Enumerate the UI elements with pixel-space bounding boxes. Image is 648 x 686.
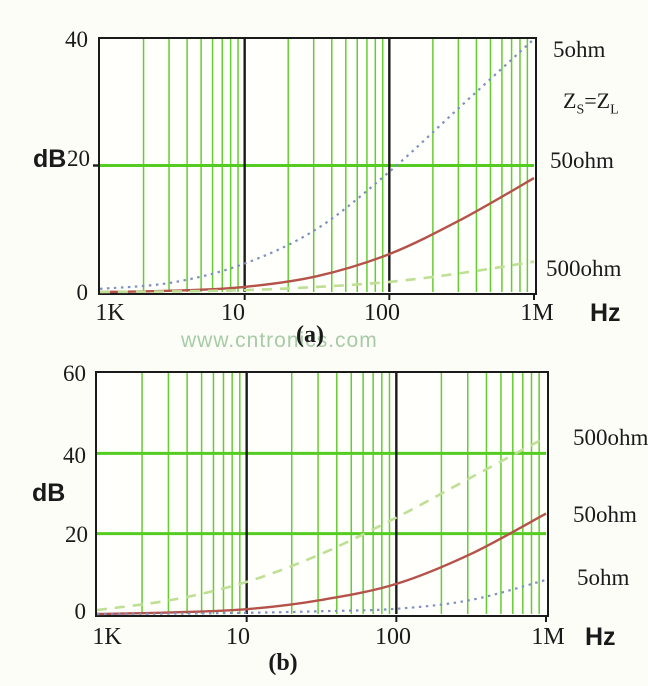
chart-a-ytick-40: 40 — [65, 27, 88, 52]
chart-a-condition-zs-zl: ZS=ZL — [563, 88, 619, 118]
watermark-text: www.cntronics.com — [181, 329, 378, 352]
chart-a-xtick-1m: 1M — [520, 300, 554, 326]
chart-b-ytick-0: 0 — [74, 599, 87, 624]
chart-a-xunit-hz: Hz — [590, 299, 621, 327]
cond-lhs-sub: S — [576, 102, 585, 118]
cond-rhs: Z — [596, 88, 611, 113]
chart-a-caption: (a) — [296, 322, 324, 348]
chart-b-canvas — [96, 373, 547, 622]
cond-op: = — [584, 88, 597, 113]
chart-b-plot-area — [95, 371, 549, 622]
chart-b-ytick-60: 60 — [63, 361, 86, 386]
curve-5ohm — [99, 38, 535, 290]
chart-b-label-50ohm: 50ohm — [573, 502, 637, 527]
chart-b-label-500ohm: 500ohm — [573, 425, 648, 450]
curve-500ohm — [99, 260, 535, 294]
chart-b-xtick-10: 10 — [226, 624, 250, 650]
curve-500ohm — [96, 436, 547, 612]
chart-b-ytick-40: 40 — [63, 443, 86, 468]
curve-50ohm — [99, 177, 535, 294]
chart-a-xtick-100: 100 — [364, 300, 400, 326]
curve-50ohm — [96, 512, 547, 616]
chart-b-xtick-1m: 1M — [531, 624, 565, 650]
chart-b-label-5ohm: 5ohm — [577, 565, 630, 590]
chart-a-label-500ohm: 500ohm — [546, 256, 622, 281]
chart-a-plot-area — [93, 37, 537, 300]
chart-a-label-50ohm: 50ohm — [550, 148, 614, 173]
chart-b-xtick-100: 100 — [375, 624, 411, 650]
chart-b-caption: (b) — [268, 650, 298, 676]
chart-b-ytick-20: 20 — [65, 522, 88, 547]
chart-a-xtick-10: 10 — [221, 300, 245, 326]
curve-5ohm — [96, 578, 547, 616]
chart-b-ylabel-db: dB — [32, 479, 66, 507]
chart-a-ytick-20: 20 — [67, 146, 90, 171]
chart-a-xtick-1k: 1K — [95, 300, 125, 326]
chart-a-canvas — [93, 38, 535, 300]
chart-b-xunit-hz: Hz — [585, 623, 616, 651]
chart-a-ylabel-db: dB — [33, 145, 67, 173]
cond-rhs-sub: L — [610, 102, 619, 118]
chart-b-xtick-1k: 1K — [92, 624, 122, 650]
chart-a-label-5ohm: 5ohm — [553, 37, 606, 62]
cond-lhs: Z — [563, 88, 577, 113]
chart-a-ytick-0: 0 — [76, 280, 89, 305]
